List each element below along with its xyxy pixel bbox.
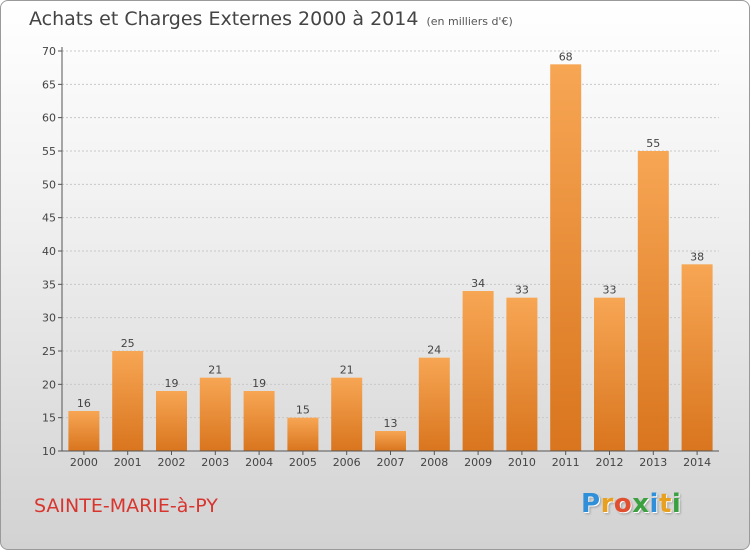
chart-title: Achats et Charges Externes 2000 à 2014 (e… xyxy=(29,8,513,30)
x-tick-label: 2004 xyxy=(245,456,273,469)
y-tick-label: 10 xyxy=(42,445,56,458)
chart-unit: (en milliers d'€) xyxy=(426,15,513,28)
x-tick-label: 2000 xyxy=(70,456,98,469)
chart-bars xyxy=(68,64,713,452)
logo-letter: P xyxy=(581,489,601,519)
logo-letter: r xyxy=(600,489,614,519)
y-tick-label: 70 xyxy=(42,45,56,58)
data-label: 33 xyxy=(603,284,617,297)
data-label: 38 xyxy=(690,250,704,263)
y-tick-label: 55 xyxy=(42,145,56,158)
data-label: 16 xyxy=(77,397,91,410)
x-tick-label: 2005 xyxy=(289,456,317,469)
data-label: 15 xyxy=(296,404,310,417)
x-tick-label: 2014 xyxy=(683,456,711,469)
x-tick-label: 2009 xyxy=(464,456,492,469)
x-tick-label: 2007 xyxy=(377,456,405,469)
y-tick-label: 25 xyxy=(42,345,56,358)
chart-axes: 10 15 20 25 30 35 40 45 50 55 60 65 70 xyxy=(42,45,719,458)
bar xyxy=(156,391,187,451)
bar xyxy=(594,297,625,451)
x-tick-label: 2011 xyxy=(552,456,580,469)
y-tick-label: 35 xyxy=(42,278,56,291)
bar xyxy=(375,431,406,451)
bar xyxy=(418,357,450,451)
bar xyxy=(506,297,538,451)
x-tick-label: 2012 xyxy=(596,456,624,469)
x-tick-label: 2010 xyxy=(508,456,536,469)
x-tick-label: 2013 xyxy=(639,456,667,469)
y-tick-label: 65 xyxy=(42,78,56,91)
bar xyxy=(112,351,144,451)
y-tick-label: 40 xyxy=(42,245,56,258)
data-label: 34 xyxy=(471,277,485,290)
data-label: 33 xyxy=(515,284,529,297)
y-tick-label: 45 xyxy=(42,212,56,225)
data-label: 55 xyxy=(646,137,660,150)
x-tick-label: 2001 xyxy=(114,456,142,469)
data-label: 21 xyxy=(208,364,222,377)
x-tick-label: 2002 xyxy=(158,456,186,469)
data-label: 19 xyxy=(165,377,179,390)
logo-letter: i xyxy=(671,489,682,519)
commune-name: SAINTE-MARIE-à-PY xyxy=(34,495,218,517)
data-label: 24 xyxy=(427,344,441,357)
bar xyxy=(550,64,582,452)
y-tick-label: 20 xyxy=(42,378,56,391)
x-tick-label: 2006 xyxy=(333,456,361,469)
y-tick-label: 50 xyxy=(42,178,56,191)
bar xyxy=(68,411,100,451)
bar xyxy=(681,264,713,451)
x-tick-label: 2008 xyxy=(420,456,448,469)
logo-letter: t xyxy=(658,489,672,519)
x-tick-label: 2003 xyxy=(201,456,229,469)
logo-letter: i xyxy=(649,489,659,519)
chart-title-text: Achats et Charges Externes 2000 à 2014 xyxy=(29,8,419,30)
proxiti-logo: Proxiti xyxy=(581,489,681,519)
bar xyxy=(287,417,319,451)
bar xyxy=(199,377,231,451)
y-tick-label: 30 xyxy=(42,312,56,325)
y-tick-label: 60 xyxy=(42,112,56,125)
logo-letter: x xyxy=(632,489,650,519)
data-label: 13 xyxy=(384,417,398,430)
bar xyxy=(243,391,275,451)
data-label: 68 xyxy=(559,50,573,63)
chart-grid xyxy=(62,50,719,419)
data-label: 21 xyxy=(340,364,354,377)
bar xyxy=(462,291,494,451)
data-label: 19 xyxy=(252,377,266,390)
logo-letter: o xyxy=(613,489,633,519)
y-tick-label: 15 xyxy=(42,412,56,425)
bar xyxy=(331,377,363,451)
bar xyxy=(637,151,669,451)
data-label: 25 xyxy=(121,337,135,350)
chart-labels: 2000 16 2001 25 2002 19 2003 21 2004 19 2005 15 2006… xyxy=(70,50,711,469)
